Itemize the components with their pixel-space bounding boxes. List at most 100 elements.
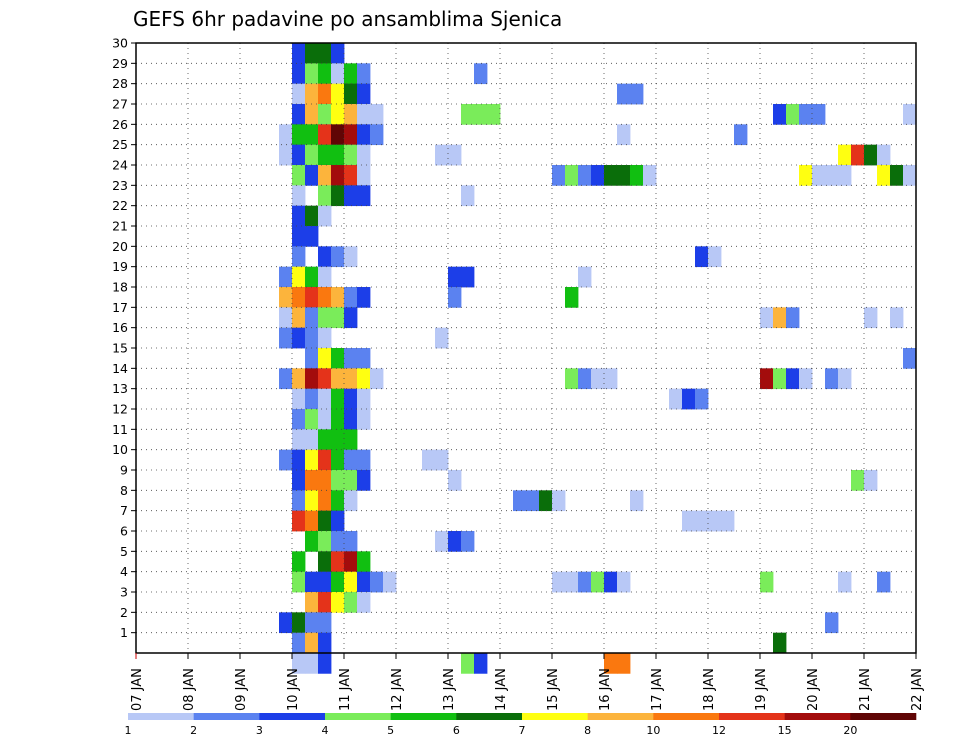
heatmap-cell xyxy=(305,653,319,674)
heatmap-cell xyxy=(812,165,826,186)
heatmap-cell xyxy=(305,449,319,471)
heatmap-cell xyxy=(292,144,306,166)
heatmap-cell xyxy=(344,144,358,166)
heatmap-cell xyxy=(331,287,345,308)
heatmap-cell xyxy=(331,144,345,166)
heatmap-cell xyxy=(370,124,384,146)
heatmap-cell xyxy=(305,571,319,593)
y-tick-label: 17 xyxy=(112,300,128,315)
heatmap-cell xyxy=(812,104,826,125)
heatmap-cell xyxy=(331,592,345,613)
colorbar-swatch xyxy=(522,713,588,720)
colorbar-label: 4 xyxy=(322,724,329,737)
heatmap-cell xyxy=(305,205,319,227)
heatmap-cell xyxy=(461,266,475,288)
colorbar-label: 1 xyxy=(125,724,132,737)
heatmap-cell xyxy=(552,490,566,512)
heatmap-cell xyxy=(331,531,345,552)
heatmap-cell xyxy=(331,63,345,85)
heatmap-cell xyxy=(708,510,722,532)
heatmap-cell xyxy=(357,104,371,125)
heatmap-cell xyxy=(877,165,891,186)
heatmap-cell xyxy=(305,165,319,186)
heatmap-cell xyxy=(838,144,852,166)
heatmap-cell xyxy=(331,165,345,186)
x-tick-label: 14 JAN xyxy=(494,668,509,711)
heatmap-cell xyxy=(890,307,904,329)
heatmap-cell xyxy=(344,470,358,491)
heatmap-cell xyxy=(318,490,332,512)
x-tick-label: 10 JAN xyxy=(286,668,301,711)
y-axis: 1234567891011121314151617181920212223242… xyxy=(112,36,136,640)
colorbar-label: 5 xyxy=(387,724,394,737)
heatmap-cell xyxy=(435,449,449,471)
heatmap-cell xyxy=(474,63,488,85)
colorbar-label: 20 xyxy=(843,724,857,737)
heatmap-cell xyxy=(851,470,865,491)
heatmap-cell xyxy=(799,165,813,186)
heatmap-cell xyxy=(357,368,371,390)
heatmap-cell xyxy=(279,307,293,329)
heatmap-cell xyxy=(292,612,306,634)
y-tick-label: 19 xyxy=(112,259,128,274)
grid-lines xyxy=(136,42,916,653)
colorbar-swatch xyxy=(653,713,720,720)
y-tick-label: 16 xyxy=(112,320,128,335)
heatmap-cell xyxy=(344,307,358,329)
heatmap-cell xyxy=(344,348,358,369)
heatmap-cell xyxy=(318,470,332,491)
y-tick-label: 28 xyxy=(112,76,128,91)
y-tick-label: 7 xyxy=(120,503,128,518)
heatmap-cell xyxy=(604,571,618,593)
heatmap-cell xyxy=(305,327,319,349)
heatmap-cell xyxy=(292,632,306,654)
heatmap-cell xyxy=(305,63,319,85)
heatmap-cell xyxy=(331,307,345,329)
y-tick-label: 25 xyxy=(112,137,128,152)
heatmap-cell xyxy=(565,571,579,593)
heatmap-cell xyxy=(344,185,358,207)
heatmap-cell xyxy=(773,104,787,125)
heatmap-cell xyxy=(435,144,449,166)
heatmap-cell xyxy=(292,449,306,471)
heatmap-cell xyxy=(331,470,345,491)
y-tick-label: 10 xyxy=(112,442,128,457)
heatmap-cell xyxy=(682,388,696,410)
heatmap-cell xyxy=(838,165,852,186)
x-tick-label: 07 JAN xyxy=(130,668,145,711)
heatmap-cell xyxy=(331,83,345,105)
heatmap-cell xyxy=(864,144,878,166)
x-tick-label: 21 JAN xyxy=(858,668,873,711)
colorbar-swatch xyxy=(193,713,260,720)
colorbar: 1 2 3 4 5 6 7 8 10 12 15 20 xyxy=(125,713,917,737)
heatmap-cell xyxy=(682,510,696,532)
heatmap-cell xyxy=(370,368,384,390)
x-tick-label: 11 JAN xyxy=(338,668,353,711)
heatmap-cell xyxy=(344,368,358,390)
heatmap-cell xyxy=(318,510,332,532)
heatmap-cell xyxy=(305,368,319,390)
heatmap-cell xyxy=(331,104,345,125)
heatmap-cell xyxy=(331,388,345,410)
heatmap-cell xyxy=(591,368,605,390)
heatmap-cell xyxy=(357,409,371,430)
heatmap-cell xyxy=(877,571,891,593)
heatmap-cell xyxy=(318,205,332,227)
heatmap-cell xyxy=(864,307,878,329)
heatmap-cell xyxy=(292,551,306,573)
heatmap-cell xyxy=(474,104,488,125)
heatmap-cell xyxy=(305,592,319,613)
heatmap-cell xyxy=(617,653,631,674)
y-tick-label: 18 xyxy=(112,280,128,295)
heatmap-cell xyxy=(461,185,475,207)
heatmap-cell xyxy=(344,63,358,85)
heatmap-cell xyxy=(903,165,917,186)
heatmap-cell xyxy=(630,165,644,186)
heatmap-cell xyxy=(292,510,306,532)
heatmap-cell xyxy=(344,531,358,552)
y-tick-label: 2 xyxy=(120,605,128,620)
heatmap-cell xyxy=(903,348,917,369)
heatmap-cell xyxy=(292,266,306,288)
y-tick-label: 22 xyxy=(112,198,128,213)
